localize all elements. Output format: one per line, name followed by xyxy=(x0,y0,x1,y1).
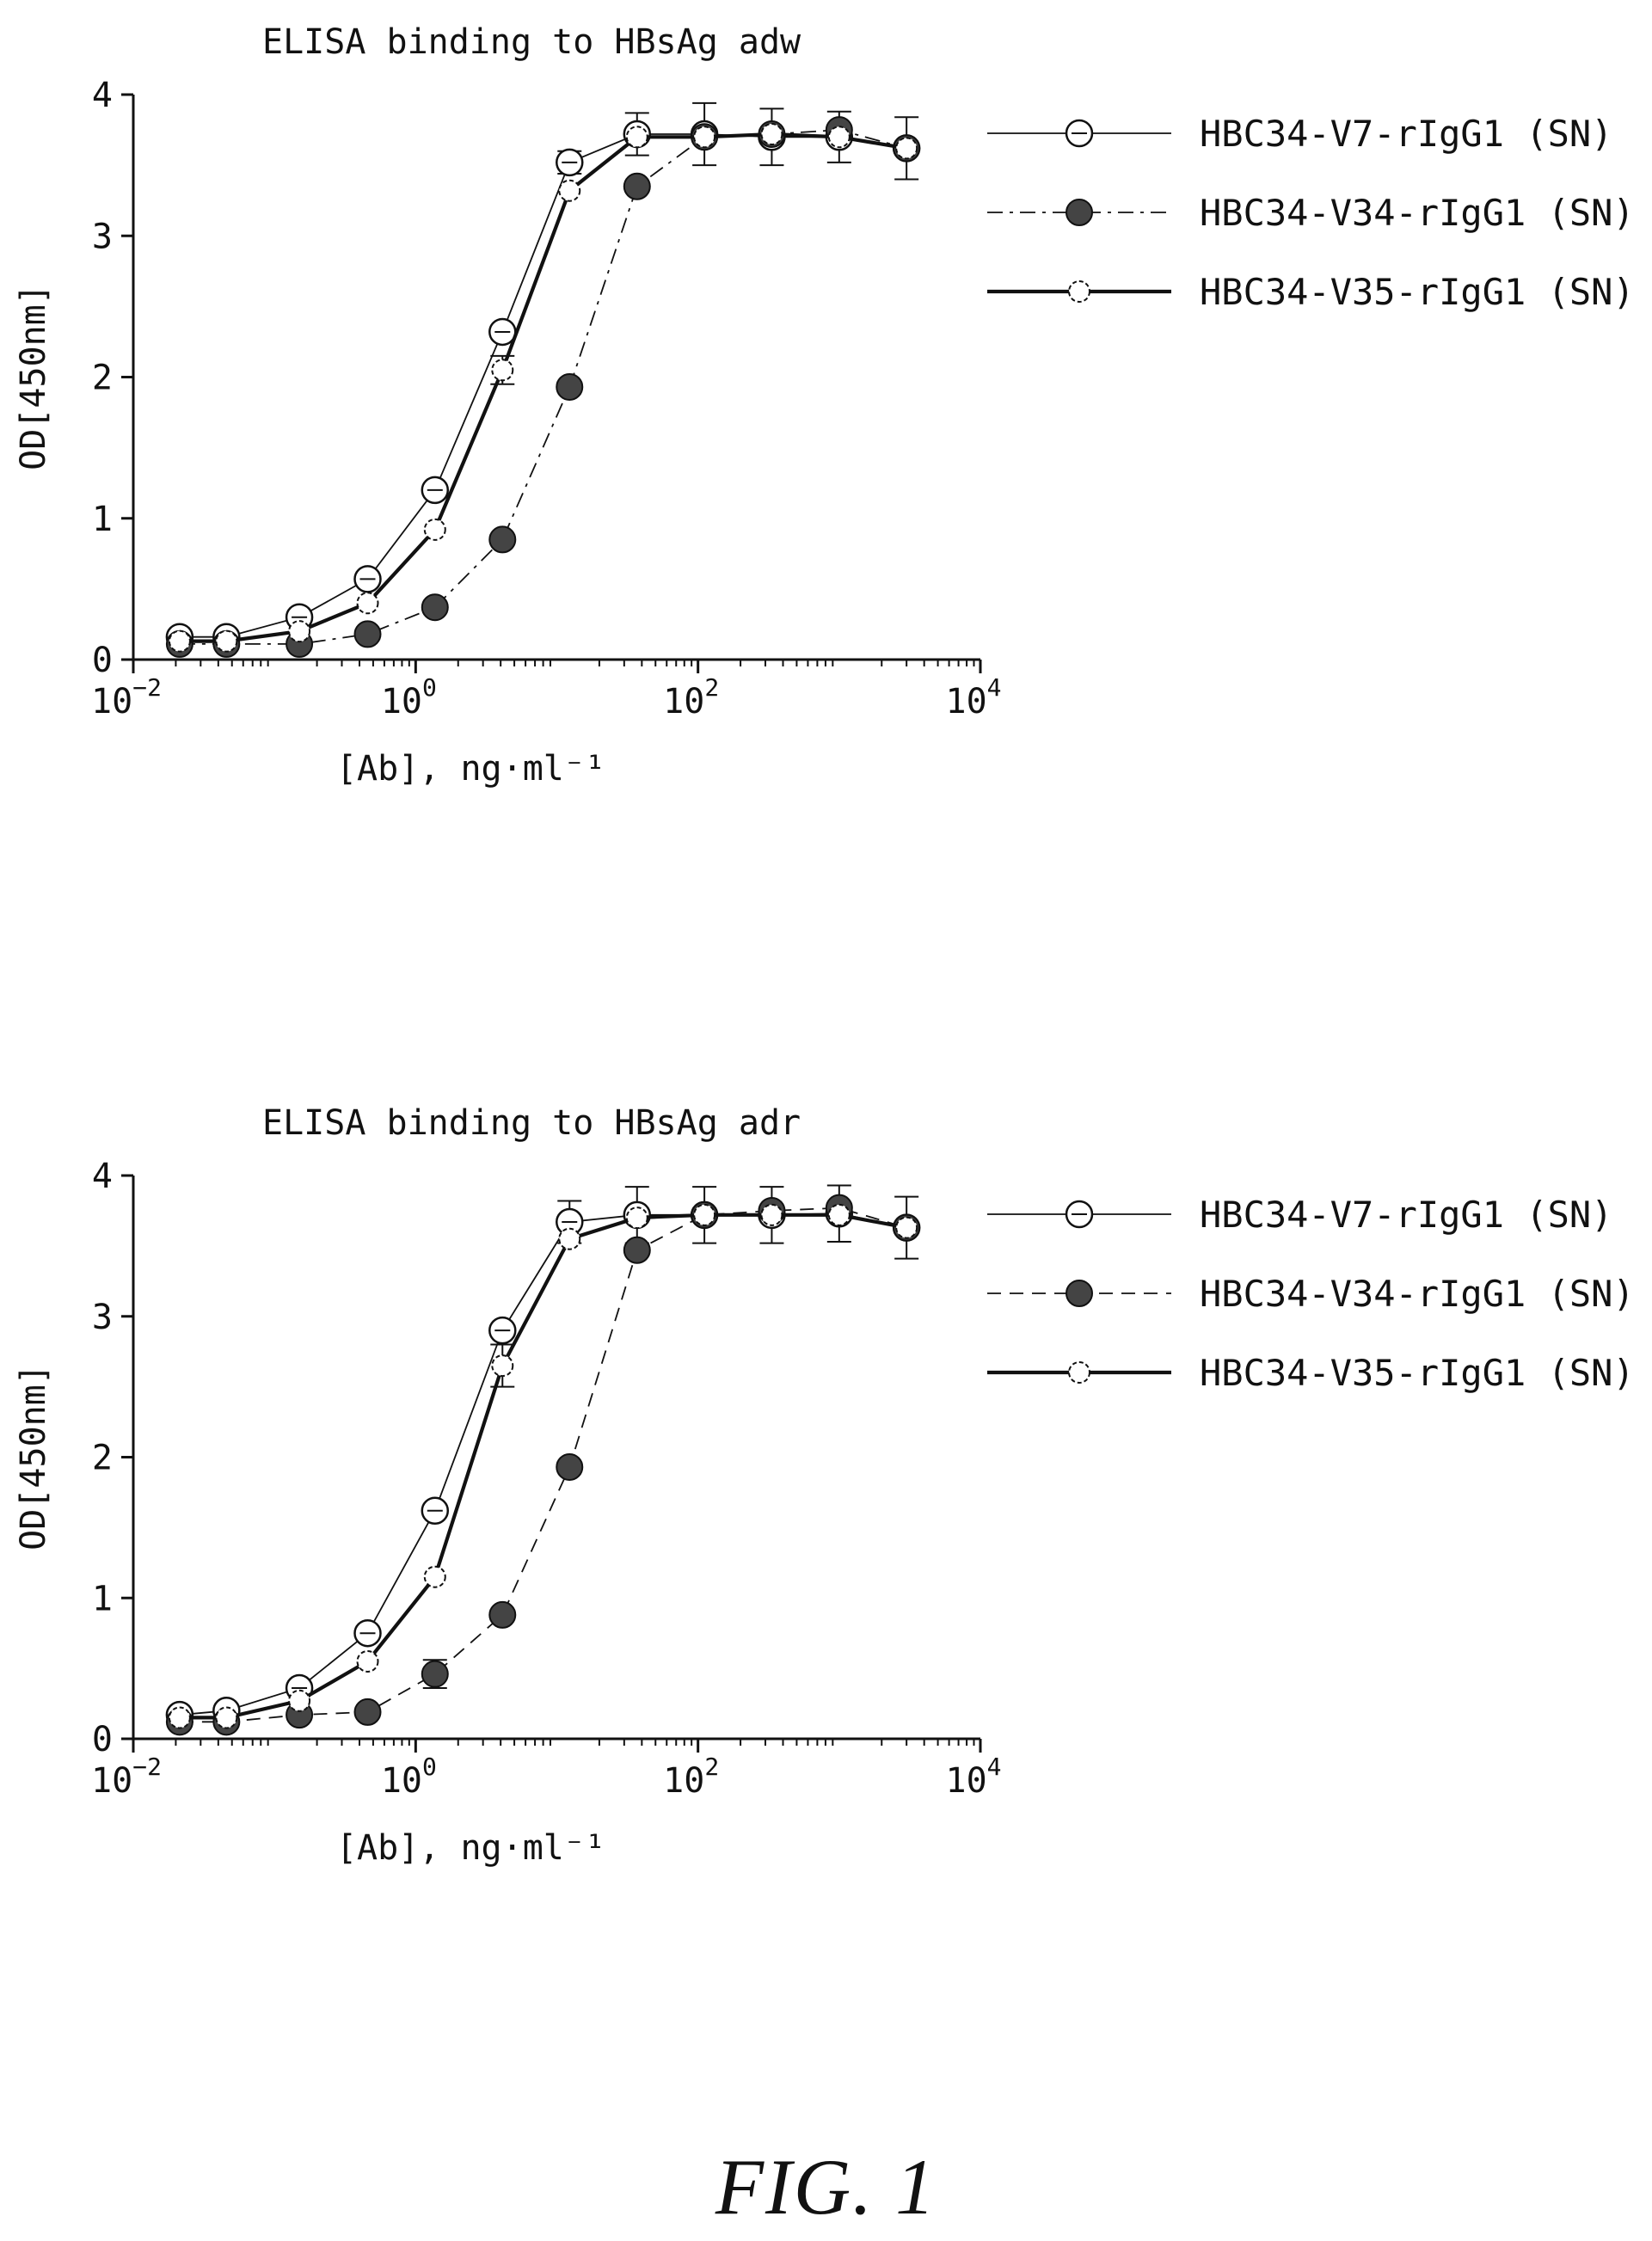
chart-1-y-tick-label: 0 xyxy=(92,1720,113,1759)
chart-1-series-2-point xyxy=(827,1203,851,1226)
chart-1-x-axis-label: [Ab], ng·ml⁻¹ xyxy=(336,1828,605,1868)
chart-0-series-1-line xyxy=(179,129,907,645)
chart-0-series-1-point xyxy=(488,525,517,554)
chart-1-series-1-point xyxy=(421,1660,449,1688)
chart-1-series-1-point xyxy=(353,1698,382,1726)
chart-0-series-2-line xyxy=(179,132,907,643)
chart-0-x-tick-label: 100 xyxy=(381,673,437,721)
chart-0-y-tick-label: 4 xyxy=(92,76,113,115)
chart-0-series-1-point xyxy=(556,372,584,401)
chart-0-y-axis-label: OD[450nm] xyxy=(14,284,53,470)
chart-1-series-1-point xyxy=(556,1452,584,1481)
chart-1-series-2-point xyxy=(760,1203,783,1226)
chart-1-x-tick-label: 102 xyxy=(663,1753,719,1801)
chart-1-legend-0-label: HBC34-V7-rIgG1 (SN) xyxy=(1200,1194,1612,1236)
chart-1-series-2-line xyxy=(179,1213,907,1720)
chart-1-y-axis-label: OD[450nm] xyxy=(14,1364,53,1550)
chart-0-series-2-point xyxy=(693,126,716,149)
chart-1-legend-2-label: HBC34-V35-rIgG1 (SN) xyxy=(1200,1352,1635,1394)
chart-1-title: ELISA binding to HBsAg adr xyxy=(262,1103,801,1143)
chart-panel-adw: ELISA binding to HBsAg adw 0 1 2 3 4 10−2 100 10… xyxy=(14,22,1635,789)
chart-1-legend-1-marker xyxy=(1066,1280,1093,1307)
chart-1-series-2-point xyxy=(168,1706,191,1729)
chart-1-series-2-point xyxy=(215,1706,238,1729)
chart-0-series-1-point xyxy=(421,593,449,622)
chart-1-x-tick-label: 100 xyxy=(381,1753,437,1801)
chart-0-y-tick-label: 1 xyxy=(92,500,113,539)
chart-1-series-2-point xyxy=(693,1203,716,1226)
chart-1-y-tick-label: 1 xyxy=(92,1579,113,1618)
chart-0-legend-1-label: HBC34-V34-rIgG1 (SN) xyxy=(1200,192,1635,234)
chart-0-series-2-point xyxy=(827,126,851,149)
chart-1-y-tick-label: 3 xyxy=(92,1298,113,1337)
chart-1-legend-2-marker xyxy=(1068,1361,1090,1384)
chart-0-series-0-line xyxy=(179,133,907,638)
chart-0-series-2-point xyxy=(625,126,648,149)
chart-1-x-tick-label: 104 xyxy=(945,1753,1001,1801)
chart-panel-adr: ELISA binding to HBsAg adr 0 1 2 3 4 10−2 100 10… xyxy=(14,1103,1635,1868)
chart-0-x-axis-label: [Ab], ng·ml⁻¹ xyxy=(336,749,605,789)
chart-0-series-2-point xyxy=(288,620,311,643)
chart-0-series-2-point xyxy=(895,137,918,160)
chart-0-series-1-point xyxy=(353,620,382,648)
chart-0-x-tick-label: 104 xyxy=(945,673,1001,721)
chart-0-legend-2-label: HBC34-V35-rIgG1 (SN) xyxy=(1200,271,1635,313)
chart-0-series-2-point xyxy=(491,359,514,382)
chart-1-series-2-point xyxy=(423,1565,446,1588)
chart-1-series-1-point xyxy=(488,1600,517,1629)
chart-0-series-2-point xyxy=(356,592,379,615)
chart-1-series-2-point xyxy=(558,1227,581,1250)
chart-1-y-tick-label: 2 xyxy=(92,1439,113,1478)
chart-0-legend-0-label: HBC34-V7-rIgG1 (SN) xyxy=(1200,113,1612,155)
chart-0-x-tick-label: 102 xyxy=(663,673,719,721)
chart-0-y-tick-label: 3 xyxy=(92,217,113,256)
chart-1-series-1-point xyxy=(623,1236,651,1264)
chart-0-series-1-point xyxy=(623,172,651,200)
chart-1-series-2-point xyxy=(288,1689,311,1712)
chart-1-series-2-point xyxy=(895,1216,918,1239)
chart-0-title: ELISA binding to HBsAg adw xyxy=(262,22,801,62)
chart-1-y-tick-label: 4 xyxy=(92,1157,113,1196)
chart-0-legend-2-marker xyxy=(1068,280,1090,303)
chart-1-legend-1-label: HBC34-V34-rIgG1 (SN) xyxy=(1200,1273,1635,1315)
chart-0-y-tick-label: 2 xyxy=(92,359,113,398)
chart-1-series-2-point xyxy=(356,1649,379,1673)
figure-caption: FIG. 1 xyxy=(715,2143,937,2231)
chart-0-x-tick-label: 10−2 xyxy=(91,673,162,721)
chart-0-series-2-point xyxy=(215,629,238,653)
chart-0-series-2-point xyxy=(168,629,191,653)
chart-1-x-tick-label: 10−2 xyxy=(91,1753,162,1801)
chart-0-series-2-point xyxy=(558,179,581,202)
chart-0-series-2-point xyxy=(760,122,783,145)
chart-1-series-2-point xyxy=(491,1354,514,1378)
chart-1-series-2-point xyxy=(625,1206,648,1230)
chart-0-legend-1-marker xyxy=(1066,199,1093,226)
chart-0-series-2-point xyxy=(423,518,446,541)
chart-0-y-tick-label: 0 xyxy=(92,641,113,680)
